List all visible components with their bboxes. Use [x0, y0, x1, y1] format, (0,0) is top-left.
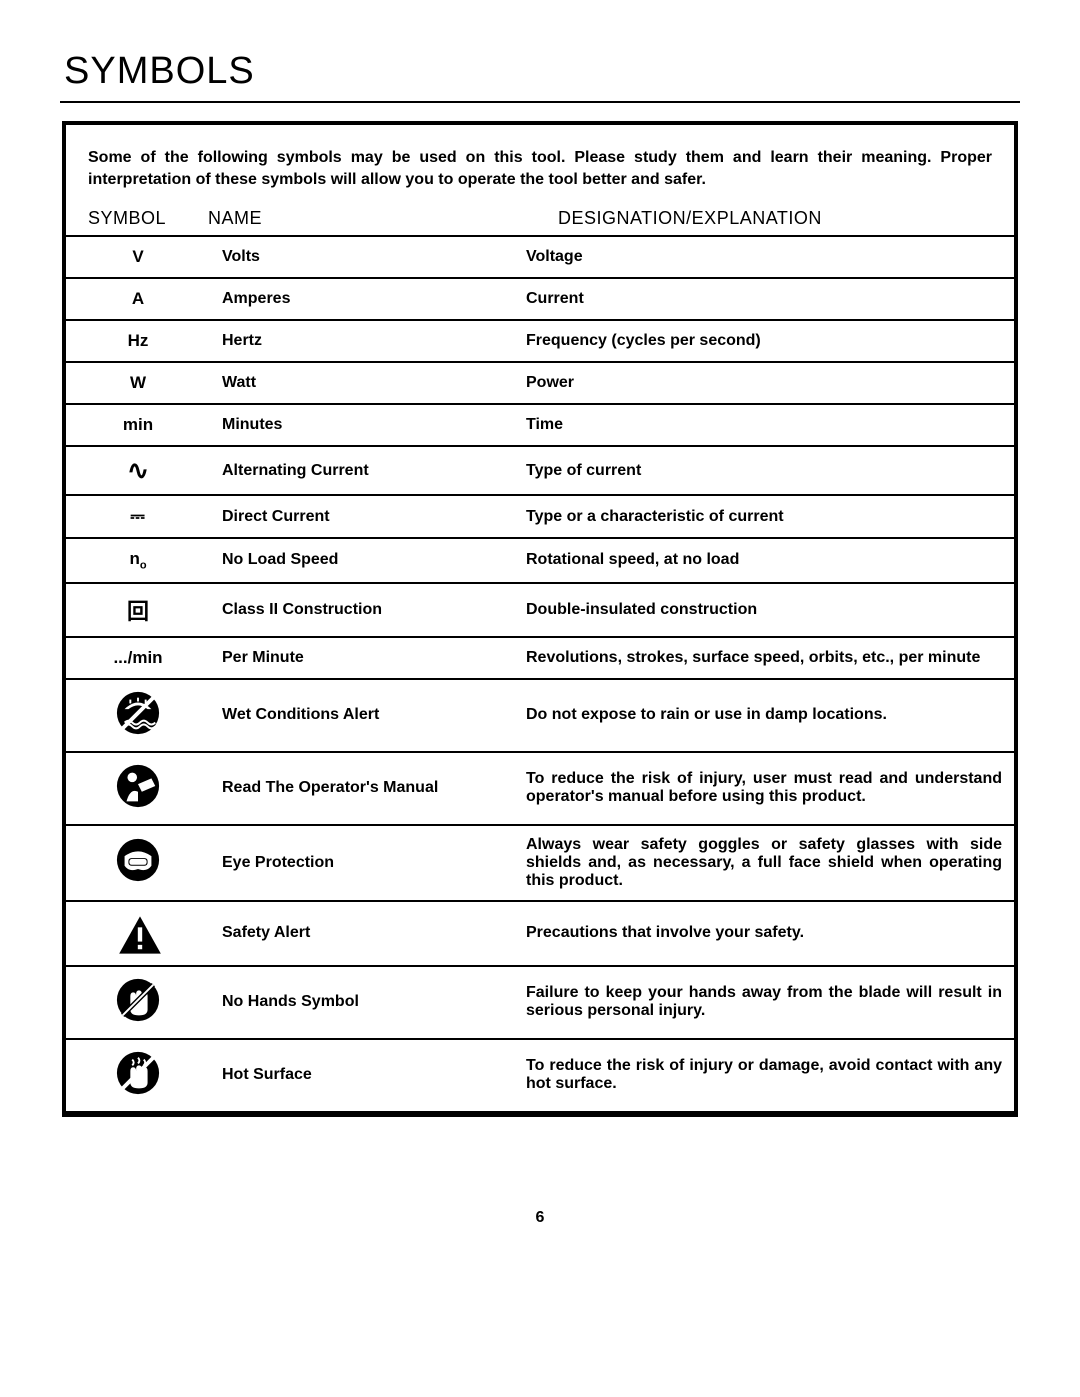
- table-row: 回 Class II Construction Double-insulated…: [66, 583, 1014, 637]
- desc-cell: Do not expose to rain or use in damp loc…: [514, 679, 1014, 752]
- desc-cell: Failure to keep your hands away from the…: [514, 966, 1014, 1039]
- name-cell: Direct Current: [210, 495, 514, 538]
- table-row: Wet Conditions Alert Do not expose to ra…: [66, 679, 1014, 752]
- symbol-cell: min: [123, 415, 153, 434]
- table-row: Hz Hertz Frequency (cycles per second): [66, 320, 1014, 362]
- desc-cell: Type or a characteristic of current: [514, 495, 1014, 538]
- desc-cell: To reduce the risk of injury or damage, …: [514, 1039, 1014, 1112]
- table-row: Read The Operator's Manual To reduce the…: [66, 752, 1014, 825]
- hot-surface-icon: [115, 1050, 161, 1096]
- wet-conditions-icon: [115, 690, 161, 736]
- page: SYMBOLS Some of the following symbols ma…: [0, 0, 1080, 1397]
- desc-cell: Type of current: [514, 446, 1014, 495]
- desc-cell: Revolutions, strokes, surface speed, orb…: [514, 637, 1014, 679]
- table-row: A Amperes Current: [66, 278, 1014, 320]
- desc-cell: Power: [514, 362, 1014, 404]
- symbol-cell: W: [130, 373, 146, 392]
- name-cell: Eye Protection: [210, 825, 514, 901]
- name-cell: No Hands Symbol: [210, 966, 514, 1039]
- table-row: no No Load Speed Rotational speed, at no…: [66, 538, 1014, 582]
- name-cell: Per Minute: [210, 637, 514, 679]
- header-designation: DESIGNATION/EXPLANATION: [468, 208, 992, 229]
- symbols-box: Some of the following symbols may be use…: [62, 121, 1018, 1117]
- desc-cell: Precautions that involve your safety.: [514, 901, 1014, 966]
- symbol-cell: Hz: [128, 331, 149, 350]
- desc-cell: Current: [514, 278, 1014, 320]
- name-cell: Watt: [210, 362, 514, 404]
- table-row: Hot Surface To reduce the risk of injury…: [66, 1039, 1014, 1112]
- table-row: ⎓ Direct Current Type or a characteristi…: [66, 495, 1014, 538]
- class2-icon: 回: [127, 599, 149, 624]
- no-load-icon: no: [129, 549, 146, 568]
- table-row: Eye Protection Always wear safety goggle…: [66, 825, 1014, 901]
- desc-cell: Frequency (cycles per second): [514, 320, 1014, 362]
- name-cell: Alternating Current: [210, 446, 514, 495]
- name-cell: Wet Conditions Alert: [210, 679, 514, 752]
- desc-cell: To reduce the risk of injury, user must …: [514, 752, 1014, 825]
- desc-cell: Voltage: [514, 236, 1014, 278]
- name-cell: Amperes: [210, 278, 514, 320]
- name-cell: No Load Speed: [210, 538, 514, 582]
- desc-cell: Rotational speed, at no load: [514, 538, 1014, 582]
- name-cell: Minutes: [210, 404, 514, 446]
- table-row: No Hands Symbol Failure to keep your han…: [66, 966, 1014, 1039]
- ac-icon: ∿: [127, 455, 149, 485]
- name-cell: Safety Alert: [210, 901, 514, 966]
- name-cell: Class II Construction: [210, 583, 514, 637]
- table-row: V Volts Voltage: [66, 236, 1014, 278]
- name-cell: Read The Operator's Manual: [210, 752, 514, 825]
- name-cell: Volts: [210, 236, 514, 278]
- table-row: W Watt Power: [66, 362, 1014, 404]
- header-name: NAME: [208, 208, 468, 229]
- table-row: .../min Per Minute Revolutions, strokes,…: [66, 637, 1014, 679]
- symbols-table: V Volts Voltage A Amperes Current Hz Her…: [66, 235, 1014, 1112]
- desc-cell: Always wear safety goggles or safety gla…: [514, 825, 1014, 901]
- desc-cell: Double-insulated construction: [514, 583, 1014, 637]
- name-cell: Hertz: [210, 320, 514, 362]
- page-number: 6: [0, 1209, 1080, 1227]
- intro-text: Some of the following symbols may be use…: [66, 147, 1014, 208]
- name-cell: Hot Surface: [210, 1039, 514, 1112]
- header-symbol: SYMBOL: [88, 208, 208, 229]
- symbol-cell: V: [132, 247, 143, 266]
- table-row: min Minutes Time: [66, 404, 1014, 446]
- header-row: SYMBOL NAME DESIGNATION/EXPLANATION: [66, 208, 1014, 235]
- read-manual-icon: [115, 763, 161, 809]
- desc-cell: Time: [514, 404, 1014, 446]
- title-rule: [60, 101, 1020, 103]
- table-row: Safety Alert Precautions that involve yo…: [66, 901, 1014, 966]
- page-title: SYMBOLS: [64, 50, 1020, 93]
- eye-protection-icon: [115, 837, 161, 883]
- symbol-cell: .../min: [113, 648, 162, 667]
- symbol-cell: A: [132, 289, 144, 308]
- dc-icon: ⎓: [130, 506, 145, 526]
- table-row: ∿ Alternating Current Type of current: [66, 446, 1014, 495]
- no-hands-icon: [115, 977, 161, 1023]
- safety-alert-icon: [117, 912, 159, 950]
